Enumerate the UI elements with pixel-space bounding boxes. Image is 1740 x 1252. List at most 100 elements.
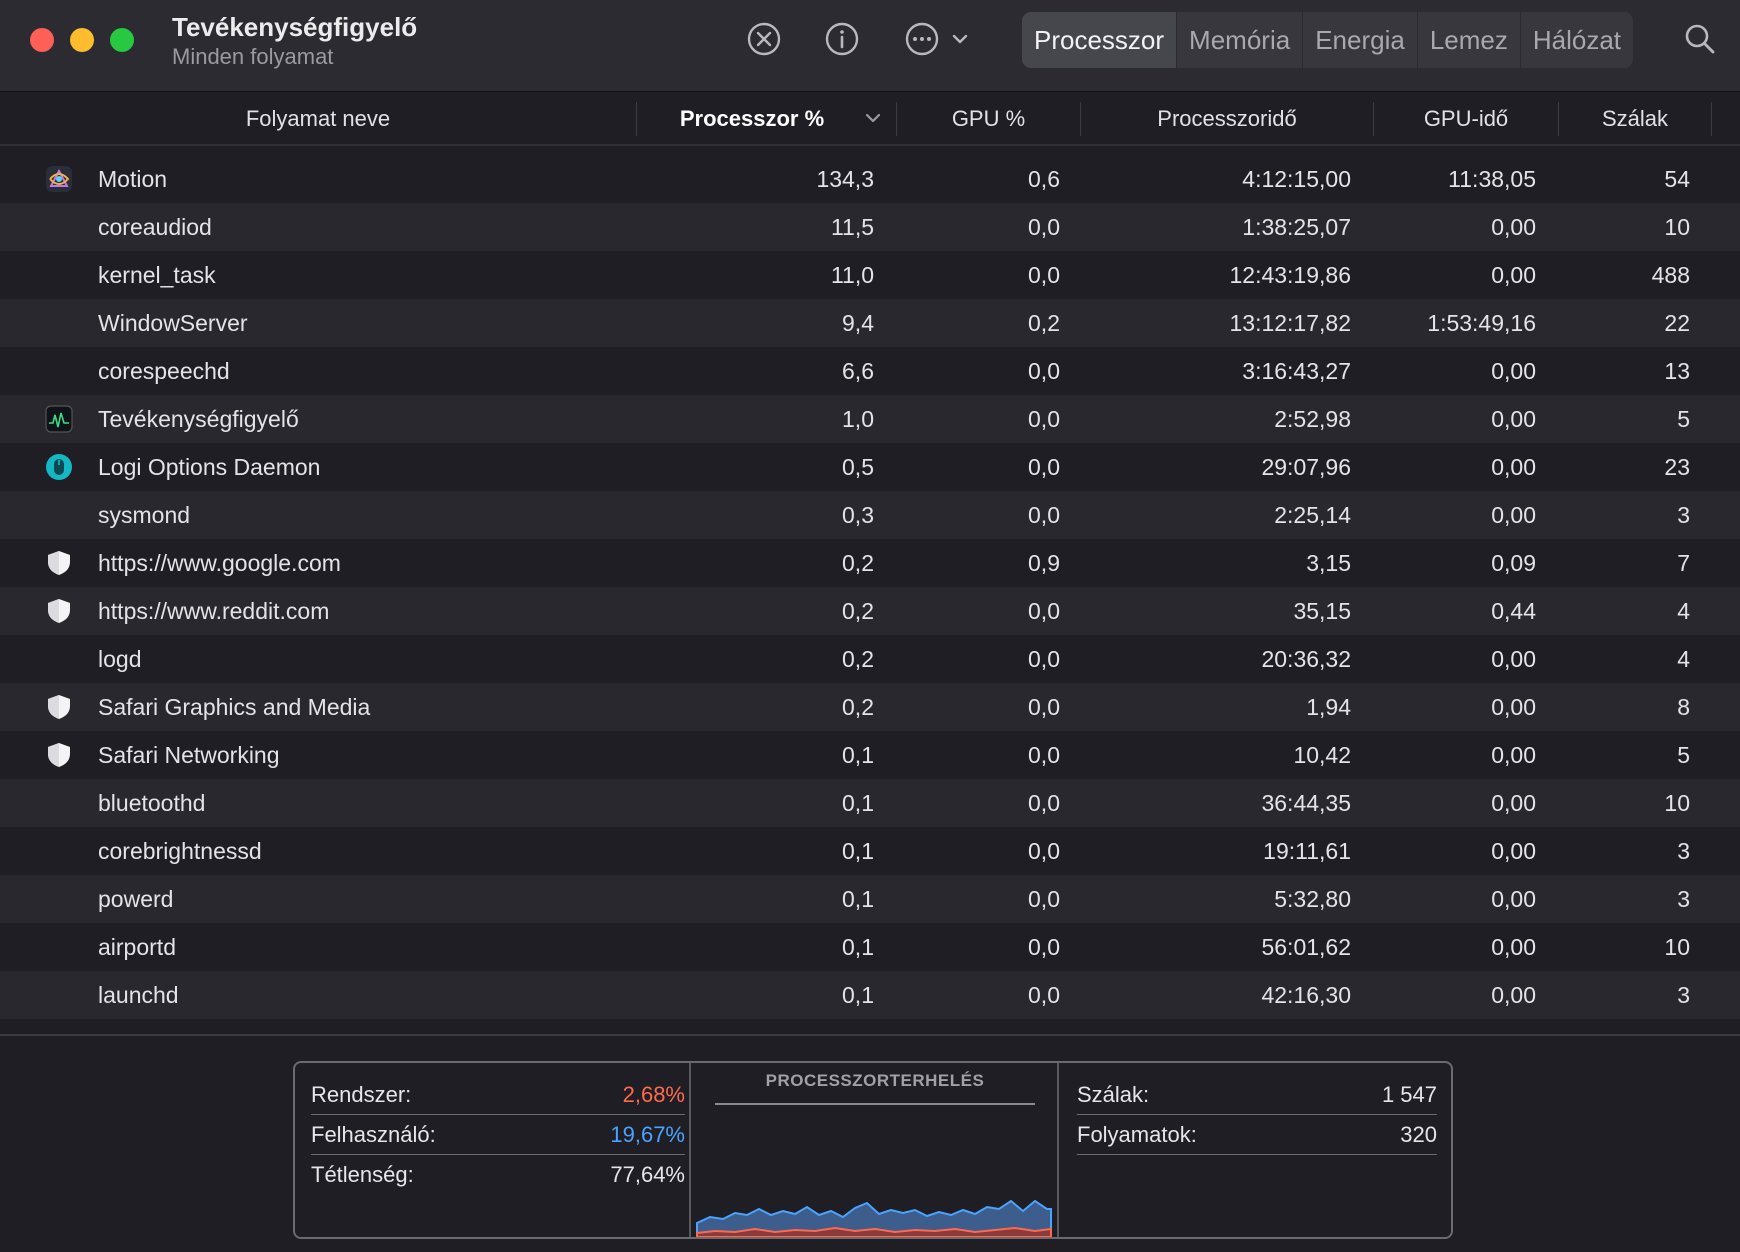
- cpu-percent: 0,1: [842, 886, 874, 912]
- column-divider[interactable]: [636, 102, 637, 136]
- table-row[interactable]: Safari Networking 0,1 0,0 10,42 0,00 5: [0, 731, 1740, 779]
- idle-stat: Tétlenség: 77,64%: [311, 1155, 685, 1195]
- table-row[interactable]: corespeechd 6,6 0,0 3:16:43,27 0,00 13: [0, 347, 1740, 395]
- gpu-percent: 0,2: [1028, 310, 1060, 336]
- column-divider[interactable]: [896, 102, 897, 136]
- table-row[interactable]: powerd 0,1 0,0 5:32,80 0,00 3: [0, 875, 1740, 923]
- table-row[interactable]: bluetoothd 0,1 0,0 36:44,35 0,00 10: [0, 779, 1740, 827]
- gpu-percent: 0,6: [1028, 166, 1060, 192]
- gpu-percent: 0,0: [1028, 790, 1060, 816]
- user-stat: Felhasználó: 19,67%: [311, 1115, 685, 1155]
- tab-lemez[interactable]: Lemez: [1416, 12, 1520, 68]
- table-row[interactable]: launchd 0,1 0,0 42:16,30 0,00 3: [0, 971, 1740, 1019]
- gpu-time: 0,00: [1491, 694, 1536, 720]
- system-stat: Rendszer: 2,68%: [311, 1075, 685, 1115]
- minimize-window-button[interactable]: [70, 28, 94, 52]
- table-row[interactable]: https://www.reddit.com 0,2 0,0 35,15 0,44 4: [0, 587, 1740, 635]
- column-header-gpu-time[interactable]: GPU-idő: [1423, 106, 1509, 131]
- threads: 13: [1664, 358, 1690, 384]
- table-header: Folyamat neve Processzor % GPU % Process…: [0, 92, 1740, 146]
- column-divider[interactable]: [1711, 102, 1712, 136]
- footer-divider: [0, 1034, 1740, 1036]
- cpu-load-chart: [696, 1199, 1052, 1237]
- table-row[interactable]: sysmond 0,3 0,0 2:25,14 0,00 3: [0, 491, 1740, 539]
- gpu-time: 0,00: [1491, 838, 1536, 864]
- column-divider[interactable]: [1558, 102, 1559, 136]
- shield-icon: [48, 551, 70, 575]
- table-row[interactable]: Motion 134,3 0,6 4:12:15,00 11:38,05 54: [0, 155, 1740, 203]
- tab-processzor[interactable]: Processzor: [1022, 12, 1177, 68]
- table-row[interactable]: WindowServer 9,4 0,2 13:12:17,82 1:53:49,16 2…: [0, 299, 1740, 347]
- threads: 3: [1677, 982, 1690, 1008]
- threads-value: 1 547: [1381, 1081, 1437, 1107]
- xmark-circle-icon: [747, 22, 781, 56]
- gpu-percent: 0,0: [1028, 214, 1060, 240]
- threads: 7: [1677, 550, 1690, 576]
- table-row[interactable]: airportd 0,1 0,0 56:01,62 0,00 10: [0, 923, 1740, 971]
- threads: 22: [1664, 310, 1690, 336]
- gpu-time: 0,00: [1491, 502, 1536, 528]
- gpu-percent: 0,0: [1028, 838, 1060, 864]
- gpu-percent: 0,0: [1028, 886, 1060, 912]
- table-row[interactable]: Logi Options Daemon 0,5 0,0 29:07,96 0,00 23: [0, 443, 1740, 491]
- gpu-time: 0,00: [1491, 934, 1536, 960]
- gpu-percent: 0,0: [1028, 694, 1060, 720]
- table-row[interactable]: https://www.google.com 0,2 0,9 3,15 0,09 7: [0, 539, 1740, 587]
- table-row[interactable]: coreaudiod 11,5 0,0 1:38:25,07 0,00 10: [0, 203, 1740, 251]
- process-name: corebrightnessd: [98, 838, 262, 864]
- table-row[interactable]: logd 0,2 0,0 20:36,32 0,00 4: [0, 635, 1740, 683]
- shield-icon: [48, 695, 70, 719]
- table-row[interactable]: kernel_task 11,0 0,0 12:43:19,86 0,00 488: [0, 251, 1740, 299]
- cpu-percent: 1,0: [842, 406, 874, 432]
- user-value: 19,67%: [610, 1121, 685, 1147]
- column-header-process-name[interactable]: Folyamat neve: [245, 106, 391, 131]
- close-window-button[interactable]: [30, 28, 54, 52]
- gpu-time: 0,00: [1491, 454, 1536, 480]
- tab-memoria[interactable]: Memória: [1176, 12, 1302, 68]
- cpu-time: 1,94: [1306, 694, 1351, 720]
- column-header-threads[interactable]: Szálak: [1601, 106, 1669, 131]
- panel-divider: [1057, 1063, 1059, 1237]
- column-header-cpu-time[interactable]: Processzoridő: [1157, 106, 1297, 131]
- processes-label: Folyamatok:: [1077, 1121, 1197, 1147]
- cpu-percent: 9,4: [842, 310, 874, 336]
- column-header-cpu-percent[interactable]: Processzor %: [679, 106, 825, 131]
- tab-halozat[interactable]: Hálózat: [1519, 12, 1633, 68]
- gpu-percent: 0,0: [1028, 646, 1060, 672]
- column-divider[interactable]: [1373, 102, 1374, 136]
- threads: 10: [1664, 790, 1690, 816]
- column-divider[interactable]: [1080, 102, 1081, 136]
- motion-app-icon: [46, 166, 72, 192]
- inspect-process-button[interactable]: [822, 19, 862, 59]
- cpu-time: 36:44,35: [1261, 790, 1351, 816]
- gpu-time: 0,00: [1491, 886, 1536, 912]
- window-subtitle: Minden folyamat: [172, 44, 334, 69]
- cpu-percent: 0,2: [842, 646, 874, 672]
- info-circle-icon: [825, 22, 859, 56]
- column-header-gpu-percent[interactable]: GPU %: [951, 106, 1026, 131]
- gpu-percent: 0,0: [1028, 934, 1060, 960]
- gpu-time: 0,00: [1491, 790, 1536, 816]
- more-actions-button[interactable]: [904, 19, 976, 59]
- cpu-load-title: PROCESSZORTERHELÉS: [715, 1071, 1035, 1105]
- gpu-time: 0,44: [1491, 598, 1536, 624]
- sort-descending-icon[interactable]: [864, 108, 882, 130]
- table-row[interactable]: Safari Graphics and Media 0,2 0,0 1,94 0,00 8: [0, 683, 1740, 731]
- idle-label: Tétlenség:: [311, 1162, 414, 1187]
- cpu-percent: 0,5: [842, 454, 874, 480]
- zoom-window-button[interactable]: [110, 28, 134, 52]
- cpu-time: 2:52,98: [1274, 406, 1351, 432]
- tab-energia[interactable]: Energia: [1302, 12, 1417, 68]
- process-table: Motion 134,3 0,6 4:12:15,00 11:38,05 54 coreau…: [0, 155, 1740, 1019]
- gpu-percent: 0,0: [1028, 262, 1060, 288]
- table-row[interactable]: Tevékenységfigyelő 1,0 0,0 2:52,98 0,00 5: [0, 395, 1740, 443]
- search-button[interactable]: [1680, 19, 1720, 59]
- cpu-percent: 0,1: [842, 790, 874, 816]
- idle-value: 77,64%: [610, 1162, 685, 1187]
- process-name: corespeechd: [98, 358, 230, 384]
- panel-divider: [689, 1063, 691, 1237]
- system-label: Rendszer:: [311, 1081, 412, 1107]
- threads-stat: Szálak: 1 547: [1077, 1075, 1437, 1115]
- table-row[interactable]: corebrightnessd 0,1 0,0 19:11,61 0,00 3: [0, 827, 1740, 875]
- stop-process-button[interactable]: [744, 19, 784, 59]
